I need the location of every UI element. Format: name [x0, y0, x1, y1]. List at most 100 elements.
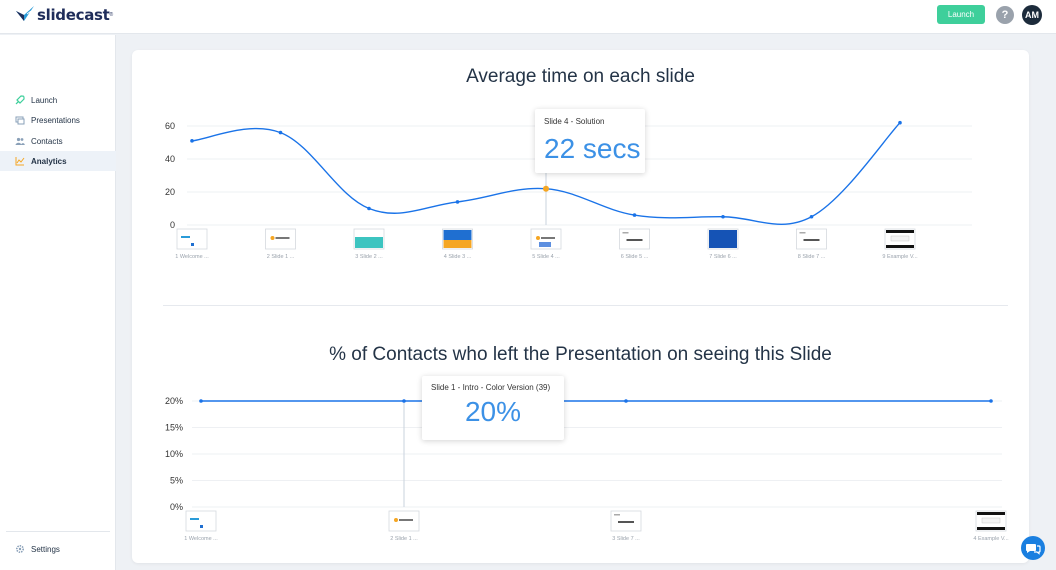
x-category-label: 6 Slide 5 ... — [621, 254, 649, 260]
slide-thumbnail — [610, 510, 642, 532]
thumbnail-fill — [799, 232, 806, 234]
data-point — [632, 213, 637, 217]
thumbnail-fill — [886, 230, 914, 233]
trademark-mark: ® — [109, 12, 114, 18]
sidebar: Launch Presentations Contacts Analytics … — [0, 35, 116, 570]
data-point — [199, 399, 203, 403]
x-category-label: 1 Welcome ... — [184, 536, 218, 542]
x-category-label: 2 Slide 1 ... — [267, 254, 295, 260]
x-category-label: 8 Slide 7 ... — [798, 254, 826, 260]
data-point — [624, 399, 628, 403]
x-category-label: 5 Slide 4 ... — [532, 254, 560, 260]
data-point — [455, 200, 460, 204]
contacts-left-chart[interactable]: 0% 5% 10% 15% 20% 1 Welcome ... 2 Slide 1 ... 3… — [132, 390, 1029, 555]
slide-thumbnail — [185, 510, 217, 532]
contacts-left-tooltip: Slide 1 - Intro - Color Version (39) 20% — [422, 376, 564, 440]
thumbnail-fill — [541, 237, 555, 239]
thumbnail-fill — [270, 236, 275, 240]
data-point — [278, 130, 283, 135]
x-category-label: 4 Example V... — [973, 536, 1009, 542]
data-point — [367, 206, 371, 211]
thumbnail-fill — [622, 232, 629, 234]
thumbnail-fill — [443, 230, 472, 240]
data-point — [989, 399, 993, 403]
thumbnail-fill — [399, 519, 413, 521]
thumbnail-fill — [275, 237, 290, 239]
y-tick-label: 0% — [170, 502, 183, 512]
sidebar-item-presentations[interactable]: Presentations — [0, 110, 116, 130]
analytics-icon — [15, 157, 25, 166]
slide-thumbnail — [530, 228, 562, 250]
y-tick-label: 20% — [165, 396, 183, 406]
help-button[interactable]: ? — [996, 6, 1014, 24]
thumbnail-frame — [185, 510, 217, 532]
tooltip-value: 22 secs — [544, 133, 641, 164]
thumbnail-fill — [539, 242, 551, 247]
x-category-label: 3 Slide 2 ... — [355, 254, 383, 260]
sidebar-item-label: Analytics — [31, 156, 67, 166]
thumbnail-fill — [190, 518, 199, 520]
data-point — [543, 185, 549, 192]
chat-button[interactable] — [1021, 536, 1045, 560]
tooltip-label: Slide 1 - Intro - Color Version (39) — [431, 383, 551, 392]
top-bar: slidecast ® Launch ? AM — [0, 0, 1056, 34]
y-tick-label: 15% — [165, 423, 183, 433]
chat-icon — [1026, 544, 1041, 555]
sidebar-item-launch[interactable]: Launch — [0, 90, 116, 110]
slide-thumbnail — [975, 510, 1007, 532]
slide-thumbnail — [796, 228, 827, 250]
thumbnail-fill — [803, 239, 820, 241]
x-category-label: 1 Welcome ... — [175, 254, 209, 260]
y-tick-label: 40 — [165, 154, 175, 164]
slidecast-logo[interactable]: slidecast ® — [14, 5, 113, 25]
slide-thumbnail — [619, 228, 650, 250]
data-point — [190, 139, 194, 143]
thumbnail-fill — [977, 527, 1005, 530]
sidebar-item-settings[interactable]: Settings — [0, 539, 116, 559]
slide-thumbnail — [353, 228, 385, 250]
data-point — [402, 399, 406, 403]
thumbnail-fill — [626, 239, 643, 241]
avg-time-chart[interactable]: 0 20 40 60 1 Welcome ... 2 Slide 1 ... 3 Slide… — [132, 105, 1029, 320]
thumbnail-fill — [200, 525, 203, 528]
y-tick-label: 5% — [170, 476, 183, 486]
thumbnail-fill — [355, 237, 383, 248]
x-category-label: 3 Slide 7 ... — [612, 536, 640, 542]
section-divider — [163, 305, 1008, 306]
sidebar-item-analytics[interactable]: Analytics — [0, 151, 116, 171]
slide-thumbnail — [707, 228, 739, 250]
slide-thumbnail — [388, 510, 420, 532]
thumbnail-fill — [618, 521, 634, 523]
data-point — [721, 214, 725, 219]
analytics-card: Average time on each slide 0 20 40 60 1 Welc… — [132, 50, 1029, 563]
x-category-label: 9 Example V... — [882, 254, 918, 260]
thumbnail-fill — [394, 518, 398, 522]
sidebar-item-label: Settings — [31, 544, 60, 554]
thumbnail-frame — [176, 228, 208, 250]
presentations-icon — [15, 116, 25, 125]
sidebar-item-contacts[interactable]: Contacts — [0, 131, 116, 151]
sidebar-item-label: Launch — [31, 95, 58, 105]
slide-thumbnail — [176, 228, 208, 250]
thumbnail-fill — [443, 240, 472, 248]
sidebar-item-label: Presentations — [31, 115, 80, 125]
chart-title-avg-time: Average time on each slide — [466, 66, 695, 87]
thumbnail-fill — [181, 236, 190, 238]
sidebar-divider — [6, 531, 110, 532]
thumbnail-fill — [536, 236, 540, 240]
y-tick-label: 10% — [165, 449, 183, 459]
rocket-icon — [15, 95, 25, 105]
contacts-icon — [15, 137, 25, 145]
thumbnail-fill — [709, 230, 737, 248]
launch-button[interactable]: Launch — [937, 5, 985, 24]
x-category-label: 7 Slide 6 ... — [709, 254, 737, 260]
x-category-label: 4 Slide 3 ... — [444, 254, 472, 260]
avg-time-tooltip: Slide 4 - Solution 22 secs — [535, 109, 645, 173]
slide-thumbnail — [265, 228, 296, 250]
chart-title-contacts-left: % of Contacts who left the Presentation … — [329, 344, 832, 365]
thumbnail-fill — [191, 243, 194, 246]
thumbnail-fill — [981, 517, 1001, 524]
slide-thumbnail — [442, 228, 473, 250]
data-point — [898, 120, 902, 125]
user-avatar[interactable]: AM — [1022, 5, 1042, 25]
